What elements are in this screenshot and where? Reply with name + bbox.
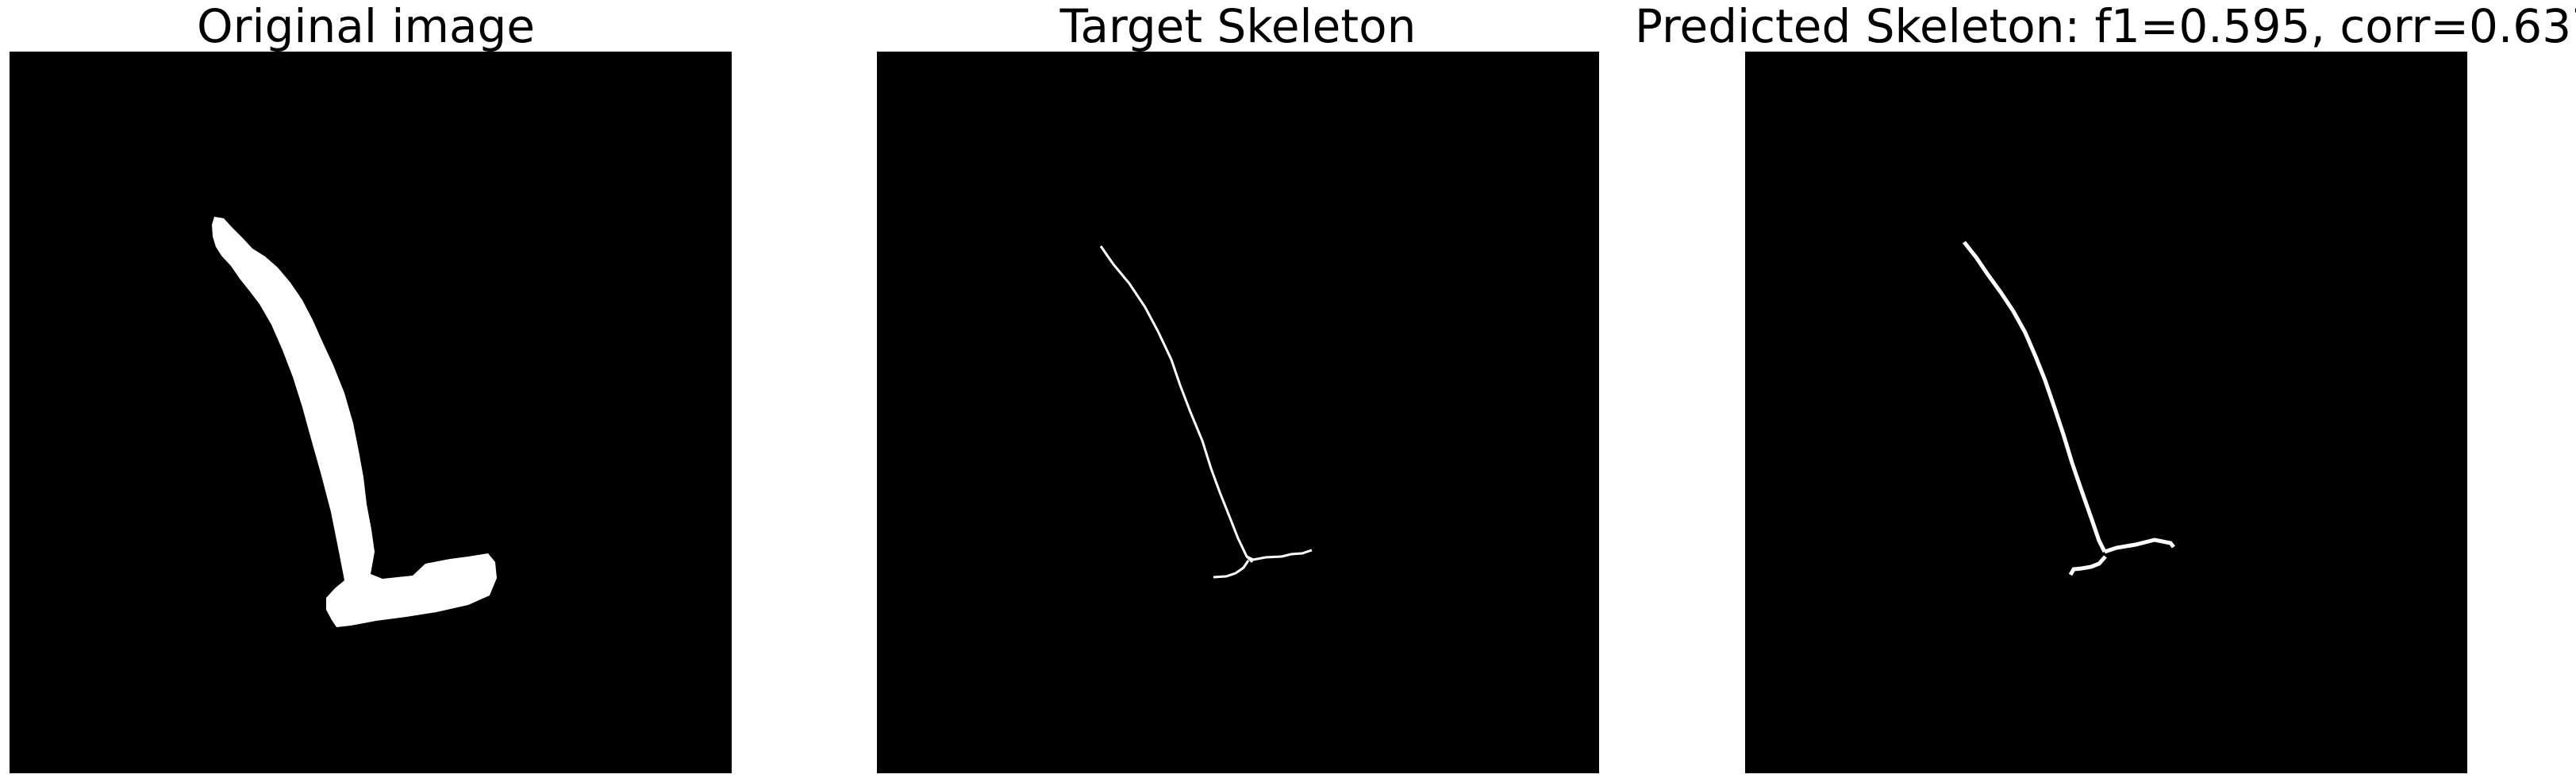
original-image-title: Original image [196,0,536,53]
original-image-panel [10,52,732,773]
predicted-skeleton-crossbar [2104,537,2175,554]
predicted-skeleton-lower-branch [2068,555,2107,576]
predicted-skeleton-main-line [1963,241,2107,553]
target-skeleton-title: Target Skeleton [1059,0,1417,53]
target-skeleton-canvas [877,52,1599,773]
hammer-shape [212,217,497,627]
predicted-skeleton-panel [1745,52,2467,773]
predicted-skeleton-canvas [1745,52,2467,773]
original-image-canvas [10,52,732,773]
target-skeleton-crossbar [1246,549,1313,561]
target-skeleton-main-line [1099,245,1254,564]
target-skeleton-lower-branch [1213,560,1250,579]
predicted-skeleton-title: Predicted Skeleton: f1=0.595, corr=0.637 [1635,0,2576,53]
target-skeleton-panel [877,52,1599,773]
